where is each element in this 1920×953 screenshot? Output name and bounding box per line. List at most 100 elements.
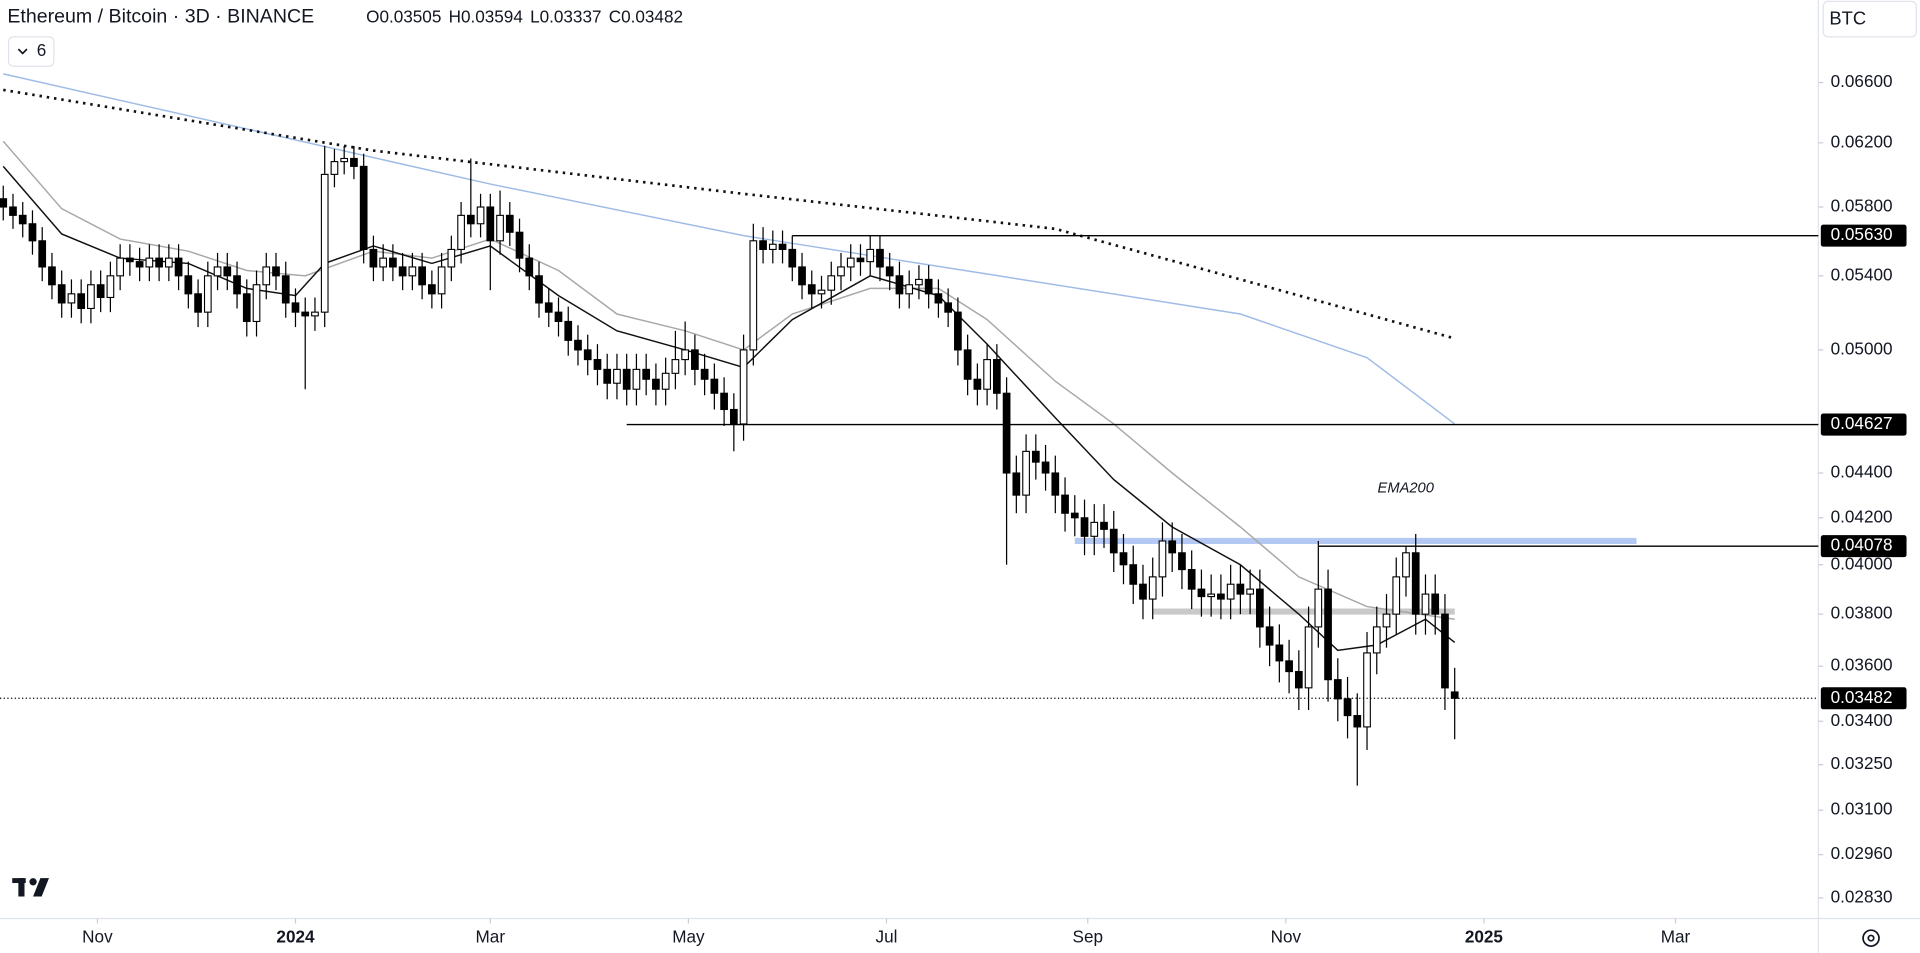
candle-body xyxy=(1051,472,1060,496)
candle-body xyxy=(788,248,797,268)
candle-body xyxy=(194,293,202,313)
candle-body xyxy=(574,339,582,351)
y-tick-label: 0.05400 xyxy=(1831,264,1893,284)
logo-part xyxy=(18,878,25,897)
candle-body xyxy=(1382,613,1391,628)
y-tick-label: 0.04400 xyxy=(1831,462,1893,482)
candle-body xyxy=(145,257,154,268)
candle-body xyxy=(38,240,47,268)
candle-body xyxy=(992,359,1001,394)
candle-body xyxy=(486,206,495,242)
annotation: EMA200 xyxy=(1378,481,1435,497)
candle-body xyxy=(817,289,826,295)
legend-value: 0.03482 xyxy=(621,6,683,26)
candle-body xyxy=(359,165,368,250)
candle-body xyxy=(418,266,426,286)
x-tick-label: Sep xyxy=(1073,927,1103,947)
y-tick-label: 0.05800 xyxy=(1831,196,1893,216)
candle-body xyxy=(457,214,465,250)
candle-body xyxy=(622,368,631,390)
candle-body xyxy=(1304,626,1313,689)
moving-average-line xyxy=(3,73,1456,425)
candle-body xyxy=(1294,671,1303,689)
x-tick-label: May xyxy=(672,927,705,947)
button-frame[interactable] xyxy=(7,36,55,67)
candle-body xyxy=(28,223,37,242)
currency-label: BTC xyxy=(1829,8,1866,29)
candle-body xyxy=(846,257,855,268)
candle-body xyxy=(252,284,261,323)
legend-value: 0.03337 xyxy=(540,6,602,26)
legend-value: 0.03594 xyxy=(461,6,523,26)
moving-average-line xyxy=(3,88,1456,340)
candle-body xyxy=(67,293,76,304)
candle-body xyxy=(954,311,962,351)
candle-body xyxy=(1119,552,1128,566)
candle-body xyxy=(1080,517,1089,537)
legend-label: L xyxy=(530,6,540,26)
candle-body xyxy=(320,173,329,313)
candle-body xyxy=(720,392,728,411)
candle-body xyxy=(1324,588,1332,681)
candle-body xyxy=(515,231,524,259)
candle-body xyxy=(340,157,349,163)
candle-body xyxy=(691,349,699,370)
level-tag xyxy=(1820,413,1907,436)
candle-body xyxy=(164,257,173,268)
candle-body xyxy=(213,266,222,277)
x-tick-label: Jul xyxy=(876,927,898,947)
candle-body xyxy=(379,257,388,268)
candle-body xyxy=(18,214,27,225)
indicators-count: 6 xyxy=(37,40,47,60)
candle-body xyxy=(77,293,86,310)
candle-body xyxy=(525,257,534,277)
candle-body xyxy=(876,248,884,268)
candle-body xyxy=(963,349,972,380)
x-tick-label: Nov xyxy=(82,927,113,947)
candle-body xyxy=(652,378,660,390)
candle-body xyxy=(447,248,456,268)
candle-body xyxy=(1158,540,1167,578)
candle-body xyxy=(1236,583,1245,595)
candle-body xyxy=(203,275,212,313)
candle-body xyxy=(9,206,17,216)
candle-body xyxy=(749,240,758,351)
gear-outline[interactable] xyxy=(1862,929,1880,947)
chevron-icon xyxy=(17,48,28,55)
candle-body xyxy=(944,302,953,313)
candle-body xyxy=(1109,528,1118,554)
candle-body xyxy=(184,275,193,295)
candle-body xyxy=(1392,576,1401,615)
candle-body xyxy=(1246,588,1254,595)
logo-part xyxy=(33,878,49,897)
candle-body xyxy=(1022,450,1030,496)
candle-body xyxy=(223,266,232,277)
ohlc-legend: O0.03505 H0.03594 L0.03337 C0.03482 xyxy=(366,6,683,26)
candle-body xyxy=(1031,450,1040,463)
candle-body xyxy=(915,278,923,286)
candle-body xyxy=(1100,521,1108,530)
candle-body xyxy=(1402,552,1410,578)
candle-body xyxy=(1168,540,1177,554)
legend-label: C xyxy=(609,6,621,26)
candle-body xyxy=(281,275,290,304)
candle-body xyxy=(603,368,612,384)
candle-body xyxy=(48,266,56,286)
candle-body xyxy=(1372,626,1381,654)
indicators-toggle[interactable]: 6 xyxy=(7,36,55,67)
candle-body xyxy=(924,278,933,295)
candle-body xyxy=(174,257,183,277)
candle-body xyxy=(1353,715,1362,728)
currency-button[interactable]: BTC xyxy=(1822,0,1917,38)
candle-body xyxy=(1441,613,1449,689)
settings-icon[interactable] xyxy=(1862,929,1880,947)
candle-body xyxy=(613,368,621,384)
candle-body xyxy=(1343,698,1352,717)
candle-body xyxy=(87,284,95,310)
candle-body xyxy=(710,378,719,394)
candle-body xyxy=(389,257,397,268)
candle-body xyxy=(1187,569,1196,590)
button-frame[interactable] xyxy=(1822,0,1917,38)
candle-body xyxy=(768,243,777,250)
candle-body xyxy=(135,261,144,268)
